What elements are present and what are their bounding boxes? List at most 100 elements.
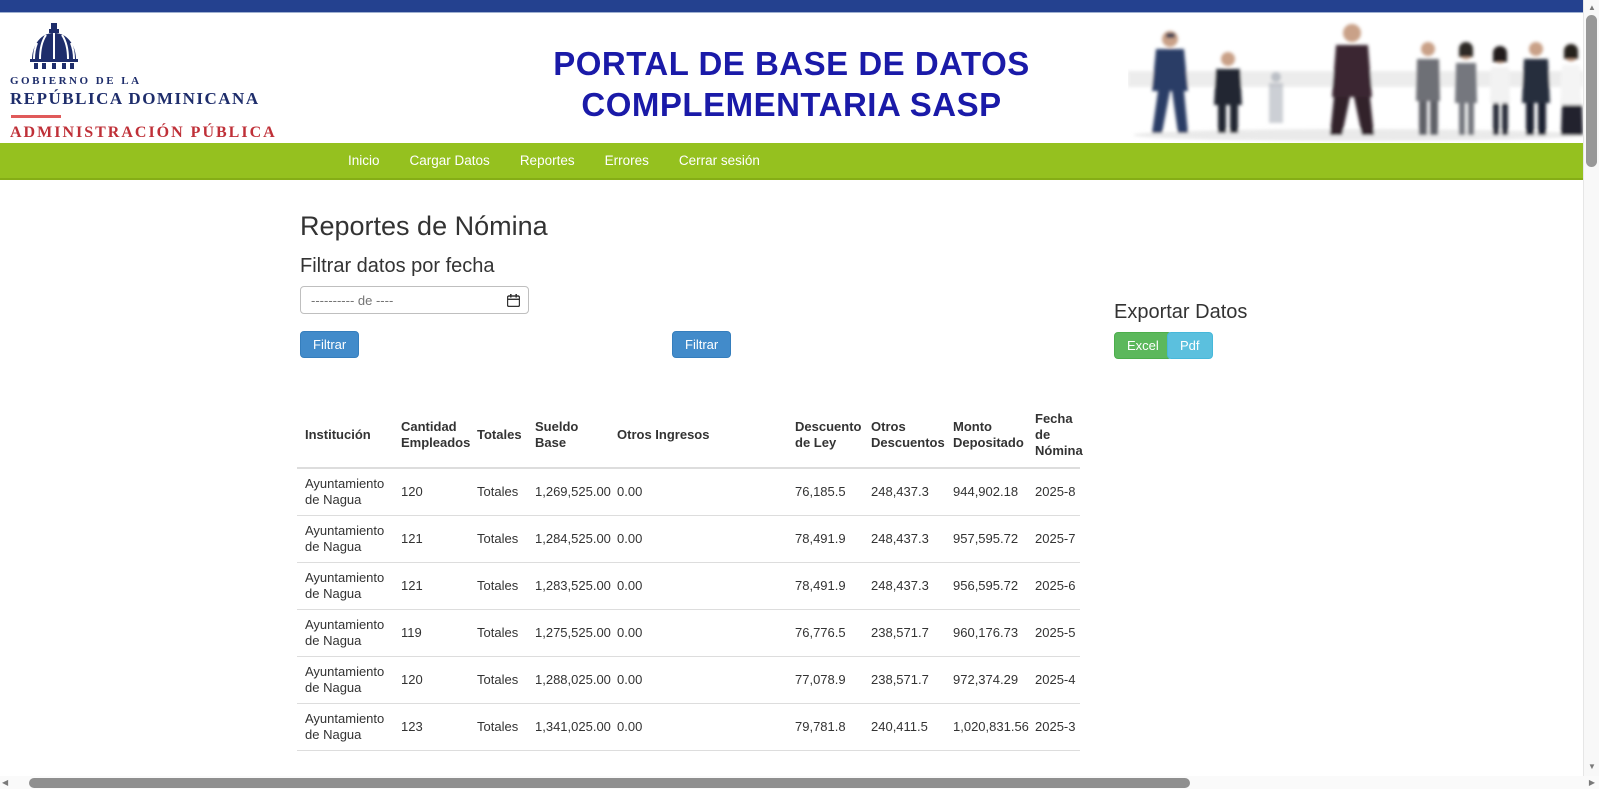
page-header: GOBIERNO DE LA REPÚBLICA DOMINICANA ADMI… [0,13,1583,143]
table-cell: 120 [393,656,469,704]
filter-heading: Filtrar datos por fecha [300,255,495,277]
table-cell: 956,595.72 [945,562,1027,610]
table-cell: 240,411.5 [863,703,945,751]
scroll-down-icon[interactable]: ▼ [1588,762,1596,771]
table-cell: Ayuntamiento de Nagua [297,468,393,516]
filtrar-button-secondary[interactable]: Filtrar [672,331,732,358]
table-cell: Ayuntamiento de Nagua [297,656,393,704]
col-header-institucion: Institución [297,403,393,469]
table-cell: Totales [469,562,527,610]
table-cell: 77,078.9 [787,656,863,704]
vertical-scrollbar-thumb[interactable] [1586,15,1597,167]
table-cell: 0.00 [609,468,787,516]
page-title: Reportes de Nómina [300,211,548,241]
table-cell: Ayuntamiento de Nagua [297,703,393,751]
table-cell: Totales [469,703,527,751]
table-cell: 248,437.3 [863,468,945,516]
table-row: Ayuntamiento de Nagua 121 Totales 1,284,525… [297,515,1080,563]
col-header-fecha-de-nomina: Fecha de Nómina [1027,403,1083,469]
table-cell: 79,781.8 [787,703,863,751]
table-cell: 1,020,831.56 [945,703,1029,751]
logo-text-administracion: ADMINISTRACIÓN PÚBLICA [10,124,277,141]
table-cell: Totales [469,656,527,704]
horizontal-scrollbar[interactable]: ◀ ▶ [0,776,1599,789]
table-cell: Totales [469,468,527,516]
calendar-icon[interactable] [507,293,520,307]
table-row: Ayuntamiento de Nagua 121 Totales 1,283,525… [297,562,1080,610]
table-cell: 1,269,525.00 [527,468,611,516]
table-cell: 78,491.9 [787,562,863,610]
table-cell: 121 [393,562,469,610]
table-cell: 123 [393,703,469,751]
table-cell: 960,176.73 [945,609,1027,657]
nav-item-errores[interactable]: Errores [604,153,649,168]
table-cell: 238,571.7 [863,656,945,704]
table-cell: 1,288,025.00 [527,656,611,704]
col-header-totales: Totales [469,403,527,469]
nav-item-cerrar-sesion[interactable]: Cerrar sesión [678,153,760,168]
table-cell: 2025-6 [1027,562,1080,610]
nav-item-reportes[interactable]: Reportes [519,153,575,168]
table-row: Ayuntamiento de Nagua 123 Totales 1,341,025… [297,703,1080,751]
main-navbar: Inicio Cargar Datos Reportes Errores Cer… [0,143,1583,180]
government-logo: GOBIERNO DE LA REPÚBLICA DOMINICANA ADMI… [10,23,310,142]
table-cell: 0.00 [609,562,787,610]
col-header-otros-ingresos: Otros Ingresos [609,403,787,469]
nav-item-inicio[interactable]: Inicio [348,153,380,168]
table-cell: 1,341,025.00 [527,703,611,751]
table-cell: 238,571.7 [863,609,945,657]
table-cell: Totales [469,609,527,657]
payroll-table-wrap: Institución Cantidad Empleados Totales S… [297,403,1083,751]
table-cell: 119 [393,609,469,657]
export-pdf-button[interactable]: Pdf [1167,332,1213,359]
table-cell: Ayuntamiento de Nagua [297,562,393,610]
table-cell: 0.00 [609,609,787,657]
table-cell: 944,902.18 [945,468,1027,516]
filtrar-button[interactable]: Filtrar [300,331,360,358]
payroll-table: Institución Cantidad Empleados Totales S… [297,403,1083,751]
table-row: Ayuntamiento de Nagua 120 Totales 1,269,525… [297,468,1080,516]
col-header-descuento-de-ley: Descuento de Ley [787,403,863,469]
table-cell: 78,491.9 [787,515,863,563]
table-cell: 120 [393,468,469,516]
table-cell: Totales [469,515,527,563]
scroll-up-icon[interactable]: ▲ [1588,3,1596,12]
table-cell: 1,275,525.00 [527,609,611,657]
col-header-monto-depositado: Monto Depositado [945,403,1027,469]
table-cell: 2025-8 [1027,468,1080,516]
table-cell: 0.00 [609,656,787,704]
col-header-otros-descuentos: Otros Descuentos [863,403,945,469]
main-content: Reportes de Nómina Filtrar datos por fec… [0,180,1583,776]
table-cell: 972,374.29 [945,656,1027,704]
table-cell: Ayuntamiento de Nagua [297,515,393,563]
export-excel-button[interactable]: Excel [1114,332,1172,359]
payroll-month-input[interactable]: ---------- de ---- [300,286,529,314]
vertical-scrollbar[interactable]: ▲ ▼ [1583,0,1599,776]
table-cell: 2025-5 [1027,609,1080,657]
date-input-placeholder: ---------- de ---- [311,292,394,308]
header-people-image [1128,13,1583,143]
table-cell: 121 [393,515,469,563]
top-navy-bar [0,0,1583,13]
table-cell: 76,185.5 [787,468,863,516]
table-row: Ayuntamiento de Nagua 120 Totales 1,288,025… [297,656,1080,704]
col-header-sueldo-base: Sueldo Base [527,403,609,469]
col-header-cantidad-empleados: Cantidad Empleados [393,403,470,469]
table-cell: 1,284,525.00 [527,515,611,563]
scroll-left-icon[interactable]: ◀ [2,778,9,787]
table-cell: 76,776.5 [787,609,863,657]
scroll-right-icon[interactable]: ▶ [1588,778,1595,787]
table-cell: 957,595.72 [945,515,1027,563]
table-row: Ayuntamiento de Nagua 119 Totales 1,275,525… [297,609,1080,657]
table-cell: 2025-7 [1027,515,1080,563]
logo-text-gobierno: GOBIERNO DE LA [10,75,142,87]
export-heading: Exportar Datos [1114,301,1248,323]
table-cell: 2025-4 [1027,656,1080,704]
nav-item-cargar-datos[interactable]: Cargar Datos [409,153,490,168]
table-cell: 248,437.3 [863,562,945,610]
logo-red-divider [11,115,61,118]
horizontal-scrollbar-thumb[interactable] [29,778,1190,788]
table-cell: 0.00 [609,703,787,751]
table-header-row: Institución Cantidad Empleados Totales S… [297,403,1083,469]
